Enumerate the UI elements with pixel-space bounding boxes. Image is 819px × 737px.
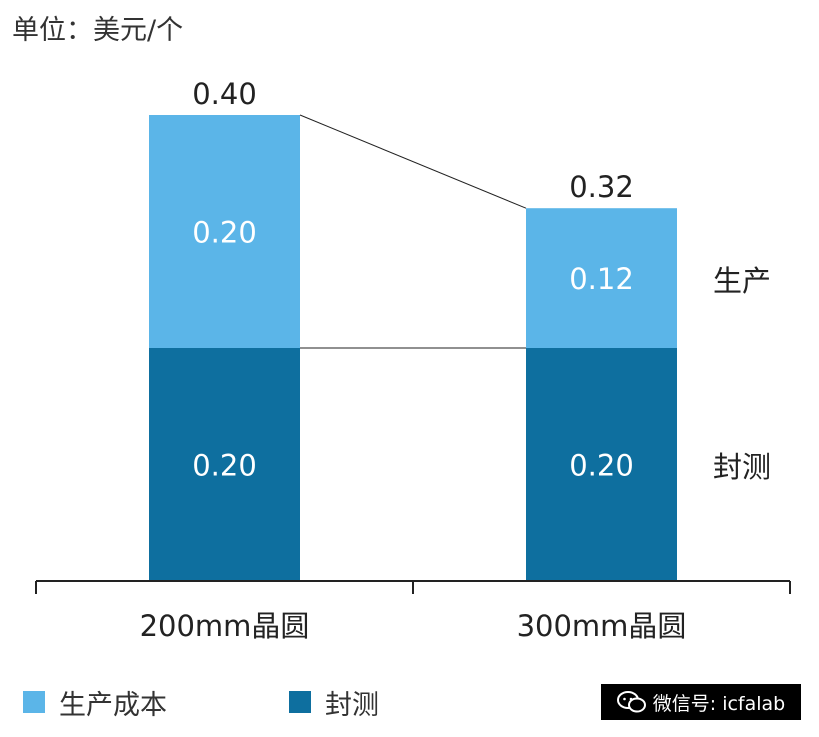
bar-value-label: 0.20 [192,216,257,250]
bar-segment-production [149,115,300,348]
legend-item-packaging: 封测 [289,684,379,721]
watermark: 微信号: icfalab [601,684,801,720]
unit-label: 单位：美元/个 [12,15,184,46]
legend-label-production: 生产成本 [59,689,167,721]
legend-item-production: 生产成本 [23,684,167,721]
segment-label-production: 生产 [713,264,771,298]
watermark-text: 微信号: icfalab [652,692,786,715]
legend-swatch-packaging [289,691,311,713]
segment-label-packaging: 封测 [713,450,771,484]
bar-value-label: 0.20 [569,449,634,483]
bar-segment-production [526,208,677,348]
stacked-bar-chart: 0.20 0.20 0.40 200mm晶圆 0.20 0.12 0.32 300mm晶圆 生产… [35,77,791,643]
connector-line-top [299,114,527,209]
wechat-icon [616,691,646,713]
bar-total-label: 0.32 [569,170,634,204]
bar-segment-packaging [526,348,677,581]
bar-value-label: 0.20 [192,449,257,483]
bar-total-label: 0.40 [192,77,257,111]
category-label: 200mm晶圆 [140,609,310,643]
bar-segment-packaging [149,348,300,581]
category-label: 300mm晶圆 [517,609,687,643]
legend-label-packaging: 封测 [325,689,379,721]
bar-value-label: 0.12 [569,262,634,296]
legend-swatch-production [23,691,45,713]
